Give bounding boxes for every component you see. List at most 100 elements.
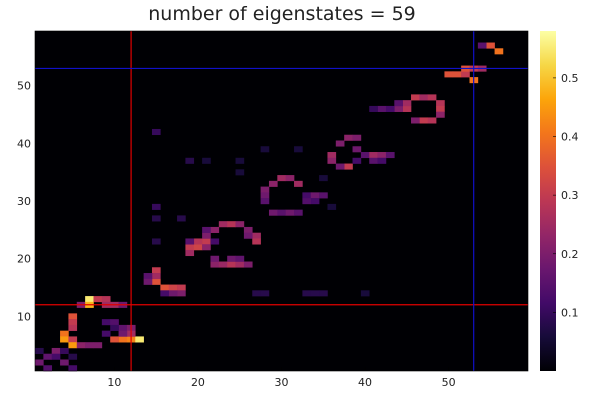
heatmap-cell xyxy=(477,42,487,49)
heatmap-cell xyxy=(143,278,153,285)
heatmap-cell xyxy=(85,342,94,349)
heatmap-cell xyxy=(35,359,44,366)
y-tick-label: 30 xyxy=(17,195,31,208)
heatmap-cell xyxy=(110,319,119,326)
heatmap-cell xyxy=(419,94,429,101)
heatmap-cell xyxy=(60,359,69,366)
heatmap-cell xyxy=(436,100,445,107)
heatmap-cell xyxy=(327,152,337,159)
heatmap-cell xyxy=(377,105,387,112)
heatmap-cell xyxy=(302,198,312,205)
heatmap-cell xyxy=(310,198,320,205)
heatmap-cell xyxy=(43,365,53,372)
heatmap-cell xyxy=(277,175,286,182)
heatmap-cell xyxy=(202,238,211,245)
heatmap-cell xyxy=(385,152,395,159)
axes: 10 20 30 40 50 10 20 30 40 50 xyxy=(17,80,456,389)
heatmap-cell xyxy=(168,290,178,297)
heatmap-cell xyxy=(344,134,353,141)
colorbar: 0.1 0.2 0.3 0.4 0.5 xyxy=(540,31,579,371)
heatmap-cell xyxy=(461,71,470,78)
x-tick-label: 30 xyxy=(275,376,289,389)
heatmap-cell xyxy=(60,336,69,343)
heatmap-cell xyxy=(151,215,161,222)
heatmap-cell xyxy=(202,244,211,251)
heatmap-cell xyxy=(385,105,395,112)
colorbar-tick-label: 0.5 xyxy=(561,72,579,85)
heatmap-cell xyxy=(60,347,69,355)
heatmap-cell xyxy=(294,146,303,153)
heatmap-cell xyxy=(68,336,78,343)
heatmap-cell xyxy=(218,221,228,228)
heatmap-cell xyxy=(68,342,78,349)
heatmap-cell xyxy=(327,157,337,164)
y-tick-label: 40 xyxy=(17,137,31,150)
heatmap-cell xyxy=(243,261,253,268)
heatmap-cell xyxy=(227,221,236,228)
y-tick-label: 20 xyxy=(17,253,31,266)
heatmap-cell xyxy=(419,117,429,124)
heatmap-cell xyxy=(210,255,220,262)
colorbar-tick-label: 0.4 xyxy=(561,131,579,144)
heatmap-cell xyxy=(51,353,61,360)
heatmap-cell xyxy=(210,261,220,268)
heatmap-cells xyxy=(35,31,528,372)
heatmap-cell xyxy=(93,296,103,303)
heatmap-cell xyxy=(377,157,387,164)
heatmap-cell xyxy=(436,105,445,112)
heatmap-cell xyxy=(101,296,111,303)
heatmap-cell xyxy=(427,117,437,124)
x-tick-label: 40 xyxy=(358,376,372,389)
heatmap-cell xyxy=(335,163,345,170)
heatmap-cell xyxy=(68,365,78,372)
heatmap-cell xyxy=(185,249,195,257)
heatmap-cell xyxy=(151,278,161,285)
heatmap-cell xyxy=(252,232,261,239)
heatmap-cell xyxy=(252,290,261,297)
heatmap-cell xyxy=(352,134,362,141)
heatmap-cell xyxy=(202,157,211,164)
heatmap-cell xyxy=(68,324,78,331)
heatmap-cell xyxy=(118,336,128,343)
heatmap-cell xyxy=(260,146,270,153)
heatmap-cell xyxy=(35,347,44,355)
heatmap-cell xyxy=(252,238,261,245)
heatmap-cell xyxy=(235,221,245,228)
heatmap-cell xyxy=(411,117,420,124)
heatmap-cell xyxy=(319,175,328,182)
heatmap-cell xyxy=(394,105,403,112)
heatmap-cell xyxy=(268,209,278,216)
heatmap-cell xyxy=(427,94,437,101)
y-tick-label: 50 xyxy=(17,80,31,93)
heatmap-cell xyxy=(352,146,362,153)
heatmap-cell xyxy=(285,209,295,216)
colorbar-tick-label: 0.3 xyxy=(561,189,579,202)
heatmap-cell xyxy=(68,313,78,320)
heatmap-cell xyxy=(235,261,245,268)
colorbar-tick-label: 0.1 xyxy=(561,306,579,319)
heatmap-cell xyxy=(227,261,236,268)
heatmap-cell xyxy=(193,238,203,245)
heatmap-cell xyxy=(302,290,312,297)
heatmap-cell xyxy=(76,342,86,349)
heatmap-cell xyxy=(444,71,454,78)
heatmap-cell xyxy=(68,319,78,326)
heatmap-cell xyxy=(369,157,378,164)
heatmap-cell xyxy=(344,163,353,170)
heatmap-cell xyxy=(260,198,270,205)
heatmap-cell xyxy=(243,232,253,239)
heatmap-cell xyxy=(43,353,53,360)
heatmap-cell xyxy=(151,273,161,280)
heatmap-cell xyxy=(185,238,195,245)
heatmap-cell xyxy=(85,296,94,303)
heatmap-cell xyxy=(151,238,161,245)
x-tick-label: 20 xyxy=(191,376,205,389)
reference-lines xyxy=(35,31,528,371)
heatmap-cell xyxy=(210,238,220,245)
heatmap-cell xyxy=(285,175,295,182)
heatmap-cell xyxy=(394,100,403,107)
heatmap-cell xyxy=(402,105,412,112)
heatmap-cell xyxy=(135,336,144,343)
